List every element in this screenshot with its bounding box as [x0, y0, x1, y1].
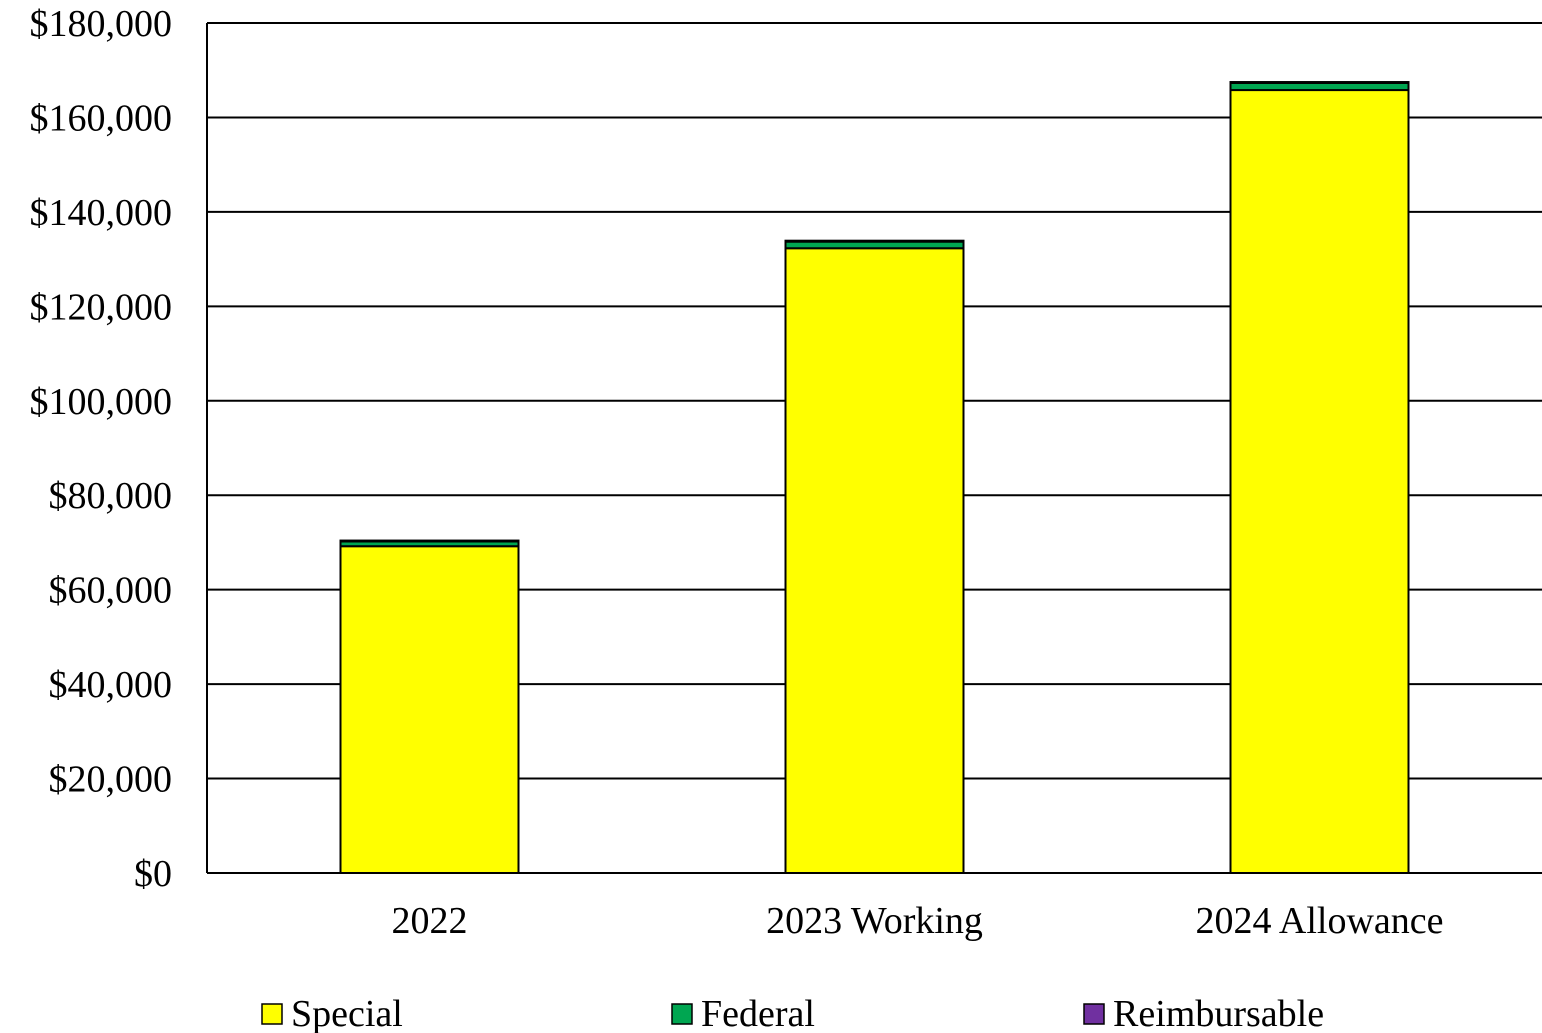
bar-segment-special-0	[339, 545, 520, 874]
legend-label-reimbursable: Reimbursable	[1113, 993, 1324, 1033]
bar-segment-reimbursable-0	[339, 539, 520, 543]
y-tick-label: $100,000	[30, 381, 173, 423]
legend-label-special: Special	[291, 993, 403, 1033]
bar-segment-reimbursable-1	[784, 239, 965, 243]
bars	[339, 81, 1410, 875]
x-category-label: 2023 Working	[766, 900, 983, 942]
axes	[206, 23, 1542, 874]
y-tick-label: $20,000	[49, 759, 173, 801]
x-category-label: 2024 Allowance	[1195, 900, 1443, 942]
legend-swatch-reimbursable	[1083, 1003, 1105, 1025]
bar-segment-special-2	[1229, 89, 1410, 875]
legend-label-federal: Federal	[701, 993, 815, 1033]
legend-swatch-special	[261, 1003, 283, 1025]
y-tick-label: $160,000	[30, 97, 173, 139]
bar-segment-special-1	[784, 247, 965, 874]
x-axis-categories: 2022 2023 Working 2024 Allowance	[392, 900, 1444, 942]
y-axis-ticks: $0 $20,000 $40,000 $60,000 $80,000 $100,000 $1…	[30, 3, 173, 895]
y-tick-label: $40,000	[49, 664, 173, 706]
x-category-label: 2022	[392, 900, 468, 942]
y-tick-label: $120,000	[30, 286, 173, 328]
y-tick-label: $140,000	[30, 192, 173, 234]
bar-segment-federal-2	[1229, 81, 1410, 92]
y-tick-label: $60,000	[49, 570, 173, 612]
legend: Special Federal Reimbursable	[261, 993, 1324, 1033]
y-tick-label: $80,000	[49, 475, 173, 517]
y-tick-label: $180,000	[30, 3, 173, 45]
legend-swatch-federal	[671, 1003, 693, 1025]
bar-segment-reimbursable-2	[1229, 81, 1410, 84]
y-tick-label: $0	[134, 853, 172, 895]
